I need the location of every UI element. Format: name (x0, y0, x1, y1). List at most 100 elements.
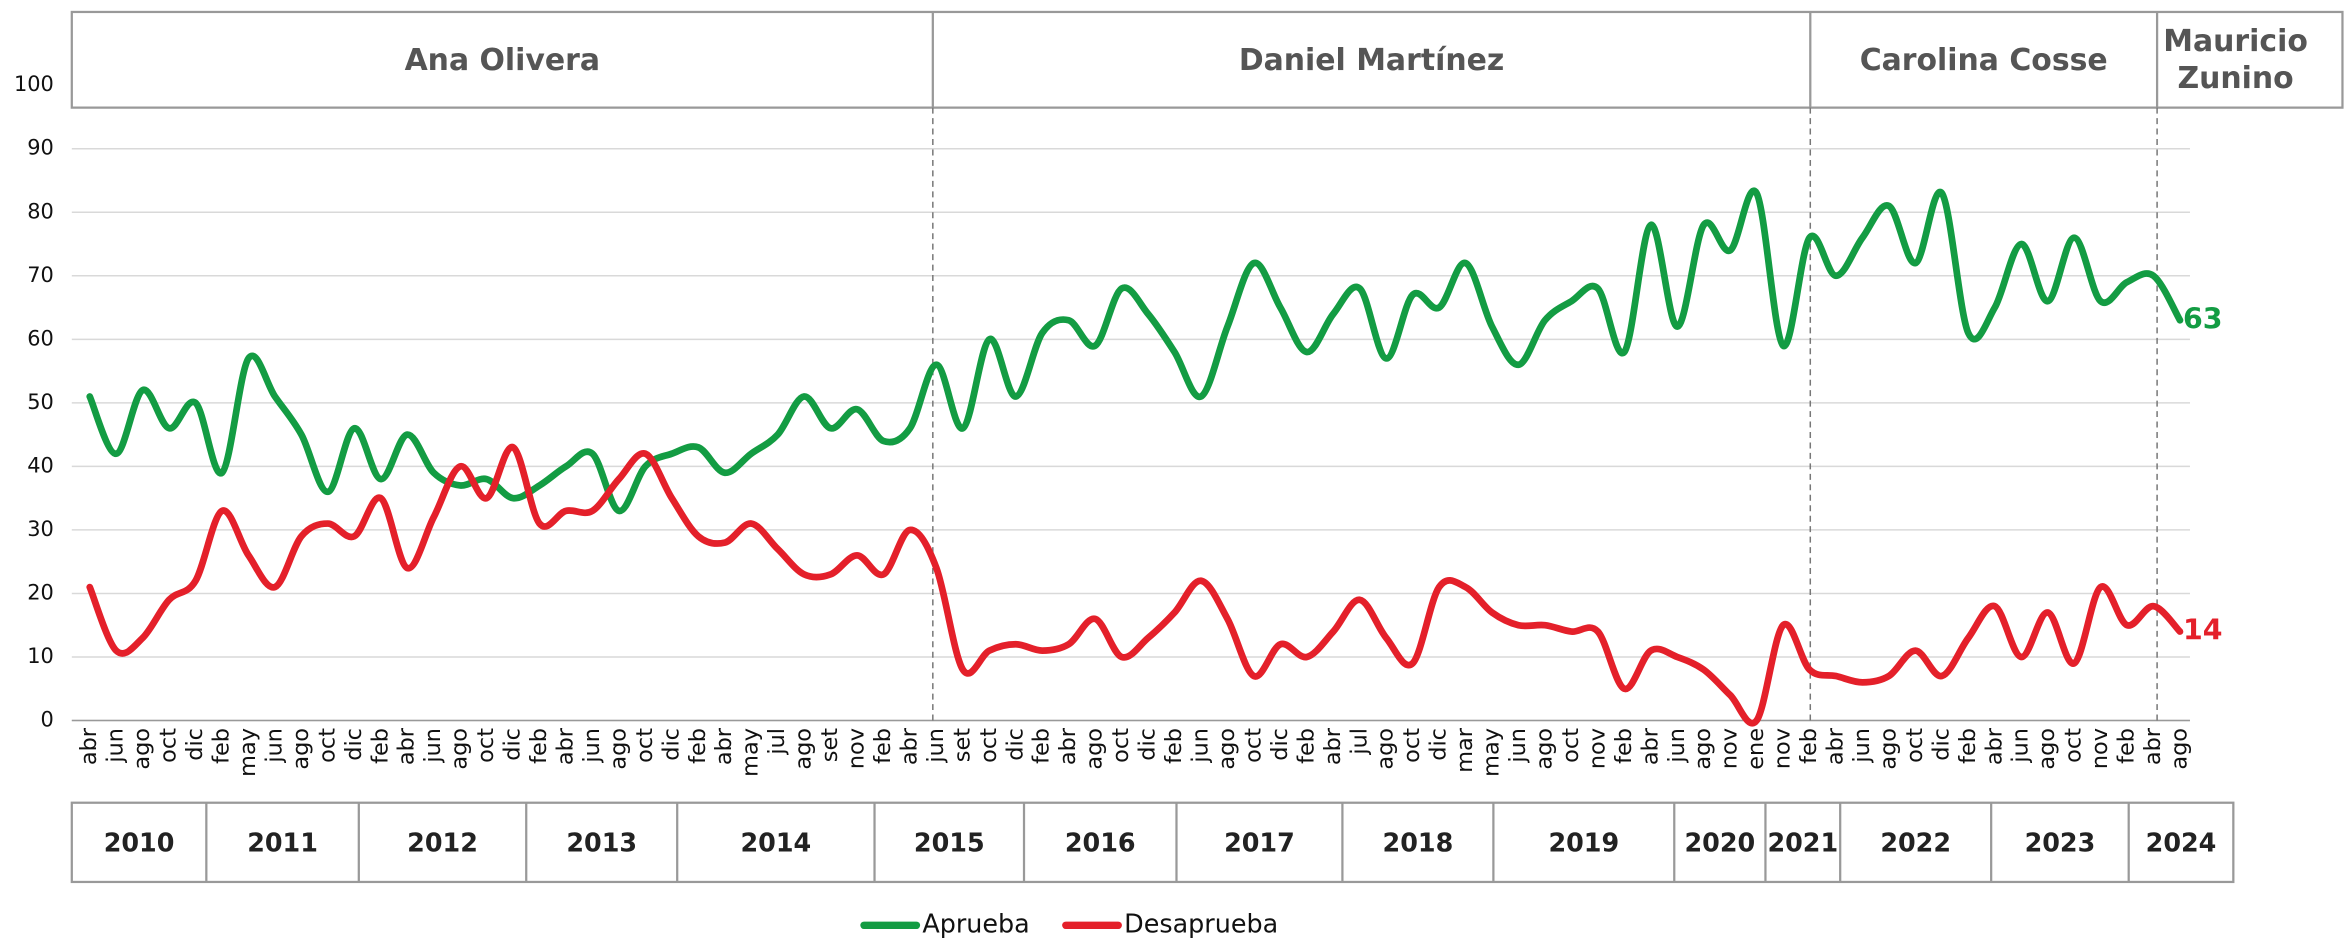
line-series (86, 443, 2184, 727)
x-tick-label: abr (1320, 727, 1346, 765)
x-tick-label: oct (1558, 728, 1584, 763)
year-label: 2013 (566, 828, 637, 858)
year-label: 2014 (741, 828, 812, 858)
x-tick-label: oct (1902, 728, 1928, 763)
x-tick-label: jun (1664, 728, 1690, 764)
x-tick-label: nov (1770, 728, 1796, 769)
x-tick-label: jun (1187, 728, 1213, 764)
x-tick-label: jun (2008, 728, 2034, 764)
x-tick-label: oct (473, 728, 499, 763)
x-tick-label: ene (1743, 728, 1769, 770)
x-tick-label: ago (2166, 728, 2192, 770)
y-tick-label: 20 (27, 580, 54, 604)
x-tick-label: ago (605, 728, 631, 770)
x-tick-label: ago (1875, 728, 1901, 770)
x-tick-label: feb (1955, 728, 1981, 764)
y-tick-label: 70 (27, 263, 54, 287)
year-label: 2022 (1880, 828, 1951, 858)
year-label: 2012 (407, 828, 478, 858)
y-tick-label: 10 (27, 644, 54, 668)
y-tick-label: 40 (27, 453, 54, 477)
x-tick-label: dic (182, 728, 208, 761)
x-tick-label: feb (685, 728, 711, 764)
y-tick-label: 60 (27, 326, 54, 350)
x-tick-label: oct (1240, 728, 1266, 763)
x-tick-label: abr (1823, 727, 1849, 765)
x-tick-label: nov (1717, 728, 1743, 769)
x-tick-label: abr (1981, 727, 2007, 765)
x-tick-label: ago (2034, 728, 2060, 770)
x-tick-label: feb (367, 728, 393, 764)
x-tick-label: jun (1505, 728, 1531, 764)
x-tick-label: ago (791, 728, 817, 770)
x-tick-label: oct (156, 728, 182, 763)
x-tick-label: dic (1928, 728, 1954, 761)
end-value-label: 63 (2183, 302, 2223, 335)
x-tick-label: dic (1002, 728, 1028, 761)
x-tick-label: abr (711, 727, 737, 765)
x-tick-label: abr (1637, 727, 1663, 765)
period-header (70, 10, 2344, 109)
x-tick-label: feb (209, 728, 235, 764)
year-label: 2024 (2146, 828, 2217, 858)
legend-label: Aprueba (922, 908, 1029, 938)
x-tick-label: dic (1426, 728, 1452, 761)
x-tick-label: dic (1267, 728, 1293, 761)
period-label: Ana Olivera (405, 43, 600, 78)
x-tick-label: dic (341, 728, 367, 761)
x-tick-label: ago (1214, 728, 1240, 770)
year-label: 2018 (1383, 828, 1454, 858)
year-label: 2017 (1224, 828, 1295, 858)
x-tick-label: ago (1082, 728, 1108, 770)
x-tick-label: dic (500, 728, 526, 761)
y-tick-label: 90 (27, 136, 54, 160)
x-tick-label: may (235, 728, 261, 777)
x-tick-label: oct (976, 728, 1002, 763)
x-tick-label: jul (1346, 728, 1372, 756)
year-label: 2020 (1684, 828, 1755, 858)
y-tick-label: 30 (27, 517, 54, 541)
x-tick-label: dic (658, 728, 684, 761)
x-tick-label: feb (526, 728, 552, 764)
x-tick-label: jun (579, 728, 605, 764)
x-tick-label: may (738, 728, 764, 777)
line-series (86, 187, 2184, 515)
period-label-line: Mauricio (2163, 23, 2308, 58)
year-label: 2019 (1548, 828, 1619, 858)
year-label: 2011 (247, 828, 318, 858)
x-tick-label: jul (764, 728, 790, 756)
x-tick-label: feb (1029, 728, 1055, 764)
x-tick-label: oct (1108, 728, 1134, 763)
x-tick-label: nov (1584, 728, 1610, 769)
x-tick-label: jun (103, 728, 129, 764)
y-tick-label: 100 (14, 72, 54, 96)
x-tick-label: ago (288, 728, 314, 770)
x-tick-label: jun (420, 728, 446, 764)
y-tick-label: 80 (27, 199, 54, 223)
period-label: Carolina Cosse (1860, 43, 2108, 78)
x-tick-label: feb (1796, 728, 1822, 764)
x-tick-label: feb (870, 728, 896, 764)
x-tick-label: mar (1452, 727, 1478, 773)
year-label: 2023 (2025, 828, 2096, 858)
x-tick-label: feb (1161, 728, 1187, 764)
year-label: 2021 (1767, 828, 1838, 858)
x-tick-label: feb (1611, 728, 1637, 764)
x-tick-label: may (1479, 728, 1505, 777)
x-tick-label: ago (447, 728, 473, 770)
x-tick-label: dic (1135, 728, 1161, 761)
legend-label: Desaprueba (1124, 908, 1278, 938)
year-label: 2015 (914, 828, 985, 858)
x-tick-label: set (817, 728, 843, 762)
x-tick-label: nov (844, 728, 870, 769)
x-tick-label: abr (1055, 727, 1081, 765)
x-tick-label: oct (632, 728, 658, 763)
period-label-line: Zunino (2177, 61, 2293, 96)
y-tick-label: 0 (41, 708, 54, 732)
period-label: Daniel Martínez (1239, 43, 1504, 78)
x-tick-label: oct (314, 728, 340, 763)
x-tick-label: set (949, 728, 975, 762)
year-label: 2016 (1065, 828, 1136, 858)
